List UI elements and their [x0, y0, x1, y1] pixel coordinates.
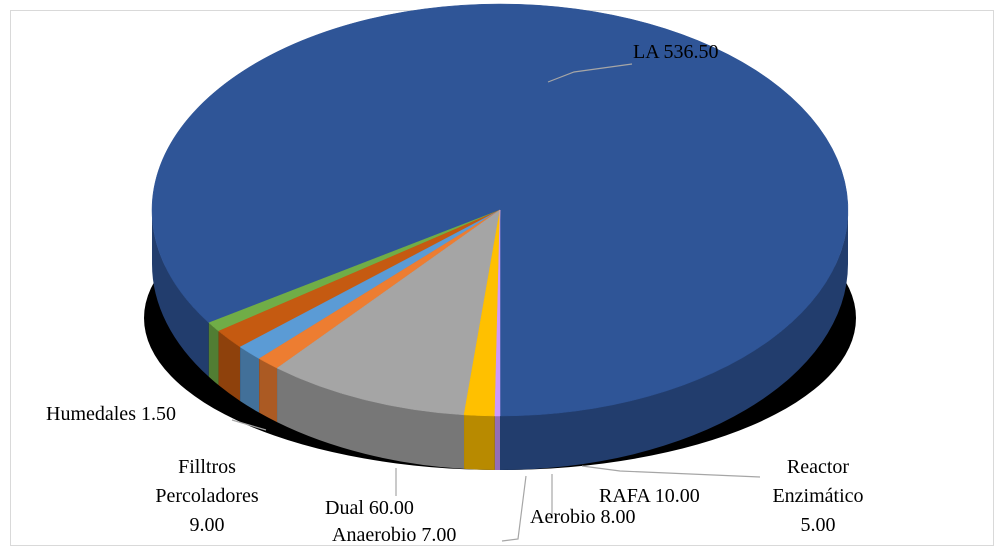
pie-side-la [152, 210, 209, 377]
data-label-reactor-enzimatico-line-1: Reactor [787, 456, 850, 478]
leader-line-anaerobio [501, 475, 527, 542]
pie-side-anaerobio [259, 358, 278, 423]
leader-line-la [547, 63, 633, 83]
data-label-rafa: RAFA 10.00 [599, 485, 700, 507]
data-label-anaerobio: Anaerobio 7.00 [332, 524, 456, 546]
data-label-filltros-percoladores-line-3: 9.00 [190, 514, 225, 536]
leader-line-humedales [231, 419, 267, 431]
data-label-la: LA 536.50 [633, 41, 719, 63]
pie-side-dual [277, 368, 465, 469]
data-label-dual: Dual 60.00 [325, 497, 414, 519]
data-label-reactor-enzimatico-line-3: 5.00 [801, 514, 836, 536]
pie-side-la [500, 210, 848, 470]
pie-side-humedales [494, 415, 500, 470]
data-label-filltros-percoladores-line-1: Filltros [178, 456, 236, 478]
leader-line-reactor-enzimatico [581, 465, 761, 478]
data-label-aerobio: Aerobio 8.00 [530, 506, 636, 528]
data-label-humedales: Humedales 1.50 [46, 403, 176, 425]
pie-side-aerobio [240, 346, 260, 413]
pie-side-rafa [218, 331, 241, 401]
pie-slice-la [151, 3, 849, 417]
pie-side-filltros-percoladores [464, 414, 495, 470]
data-label-filltros-percoladores-line-2: Percoladores [155, 485, 259, 507]
pie-side-reactor-enzimatico [208, 322, 219, 386]
pie-slice-dual [276, 209, 501, 416]
data-label-reactor-enzimatico-line-2: Enzimático [772, 485, 863, 507]
pie-slice-humedales [494, 209, 501, 417]
